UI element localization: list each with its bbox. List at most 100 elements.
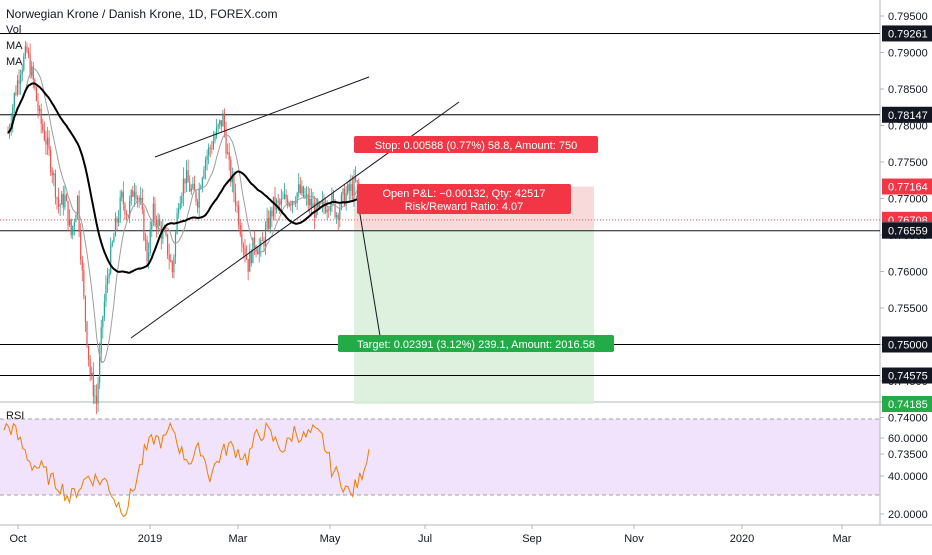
time-tick-label: 2020 <box>730 533 754 545</box>
indicator-label-vol[interactable]: Vol <box>6 24 22 36</box>
candle-body <box>339 208 341 220</box>
candle-body <box>250 251 252 264</box>
price-tick-label: 0.74000 <box>888 413 928 425</box>
candle-body <box>119 197 121 219</box>
price-axis-badge-label: 0.78147 <box>888 110 928 122</box>
candle-body <box>23 56 25 70</box>
candle-body <box>244 247 246 255</box>
price-axis-badge-label: 0.74185 <box>888 399 928 411</box>
candle-body <box>65 195 68 201</box>
candle-body <box>234 192 237 206</box>
price-tick-label: 0.77000 <box>888 194 928 206</box>
time-tick-label: Mar <box>833 533 852 545</box>
moving-average-slow-line[interactable] <box>7 82 369 274</box>
rsi-line[interactable] <box>3 421 370 518</box>
candle-body <box>159 219 161 226</box>
rsi-band-fill <box>0 419 880 495</box>
price-axis-badge <box>882 367 932 384</box>
indicator-label-ma-2[interactable]: MA <box>6 56 23 68</box>
candle-body <box>51 171 53 176</box>
candle-body <box>264 227 267 247</box>
candle-body <box>32 66 34 80</box>
wedge-upper-trendline[interactable] <box>154 76 370 158</box>
candle-body <box>215 127 218 137</box>
candle-body <box>200 188 202 190</box>
candle-body <box>144 239 147 241</box>
price-axis-badge <box>882 336 932 353</box>
candle-body <box>227 152 229 154</box>
candle-body <box>64 195 66 208</box>
indicator-label-ma-1[interactable]: MA <box>6 40 23 52</box>
candle-body <box>324 206 327 213</box>
candle-body <box>181 195 183 204</box>
candle-body <box>203 169 205 179</box>
candle-body <box>138 198 140 201</box>
candle-body <box>348 184 350 191</box>
target-badge[interactable]: Target: 0.02391 (3.12%) 239.1, Amount: 2… <box>338 335 614 352</box>
candle-body <box>61 194 63 205</box>
pnl-badge-bg <box>357 184 571 214</box>
price-axis-badge-label: 0.74575 <box>888 371 928 383</box>
moving-average-fast-line[interactable] <box>7 68 369 364</box>
candle-body <box>91 372 93 375</box>
candle-body <box>312 203 314 208</box>
candle-body <box>162 229 164 239</box>
candle-body <box>351 183 354 196</box>
candle-body <box>67 200 69 226</box>
take-profit-zone[interactable] <box>354 229 594 404</box>
candle-body <box>89 359 91 375</box>
price-tick-label: 0.77500 <box>888 157 928 169</box>
candle-body <box>29 54 31 76</box>
candle-body <box>37 100 39 111</box>
time-tick-label: 2019 <box>138 533 162 545</box>
candle-body <box>110 245 112 274</box>
chart-title: Norwegian Krone / Danish Krone, 1D, FORE… <box>6 7 278 21</box>
pnl-badge[interactable]: Open P&L: −0.00132, Qty: 42517Risk/Rewar… <box>357 184 571 214</box>
time-tick-label: Sep <box>522 533 542 545</box>
candle-body <box>195 191 197 202</box>
candle-body <box>165 231 167 235</box>
price-axis-badge-label: 0.75000 <box>888 340 928 352</box>
stop-badge[interactable]: Stop: 0.00588 (0.77%) 58.8, Amount: 750 <box>354 136 598 153</box>
price-tick-label: 0.79500 <box>888 11 928 23</box>
candle-body <box>245 254 248 260</box>
candle-body <box>94 395 96 397</box>
candle-body <box>302 186 305 198</box>
candle-body <box>332 193 335 201</box>
candle-body <box>280 198 282 205</box>
candle-body <box>152 203 154 223</box>
candle-body <box>182 178 184 196</box>
price-axis-badge-label: 0.76559 <box>888 226 928 238</box>
candle-body <box>114 218 117 237</box>
candle-body <box>118 218 120 223</box>
candle-body <box>253 237 256 248</box>
candle-body <box>296 192 298 204</box>
target-badge-bg <box>338 335 614 352</box>
candle-body <box>184 178 186 184</box>
target-badge-text: Target: 0.02391 (3.12%) 239.1, Amount: 2… <box>357 339 595 351</box>
candle-body <box>310 198 312 208</box>
candle-body <box>54 173 56 198</box>
candle-body <box>304 195 306 198</box>
candle-body <box>151 222 153 230</box>
candle-body <box>122 191 124 204</box>
candle-body <box>206 155 208 161</box>
rsi-tick-label: 60.0000 <box>888 433 928 445</box>
projection-line[interactable] <box>356 195 381 337</box>
candle-body <box>189 182 191 192</box>
candle-body <box>282 198 284 200</box>
candle-body <box>198 188 200 208</box>
candle-body <box>35 87 38 101</box>
candle-body <box>95 395 98 404</box>
candle-body <box>84 296 87 322</box>
candle-body <box>288 203 290 206</box>
candle-body <box>105 284 107 302</box>
candle-body <box>170 260 172 262</box>
candle-body <box>233 175 235 193</box>
candle-body <box>18 80 20 84</box>
candle-body <box>329 206 331 211</box>
price-tick-label: 0.73500 <box>888 449 928 461</box>
candle-body <box>26 46 28 52</box>
